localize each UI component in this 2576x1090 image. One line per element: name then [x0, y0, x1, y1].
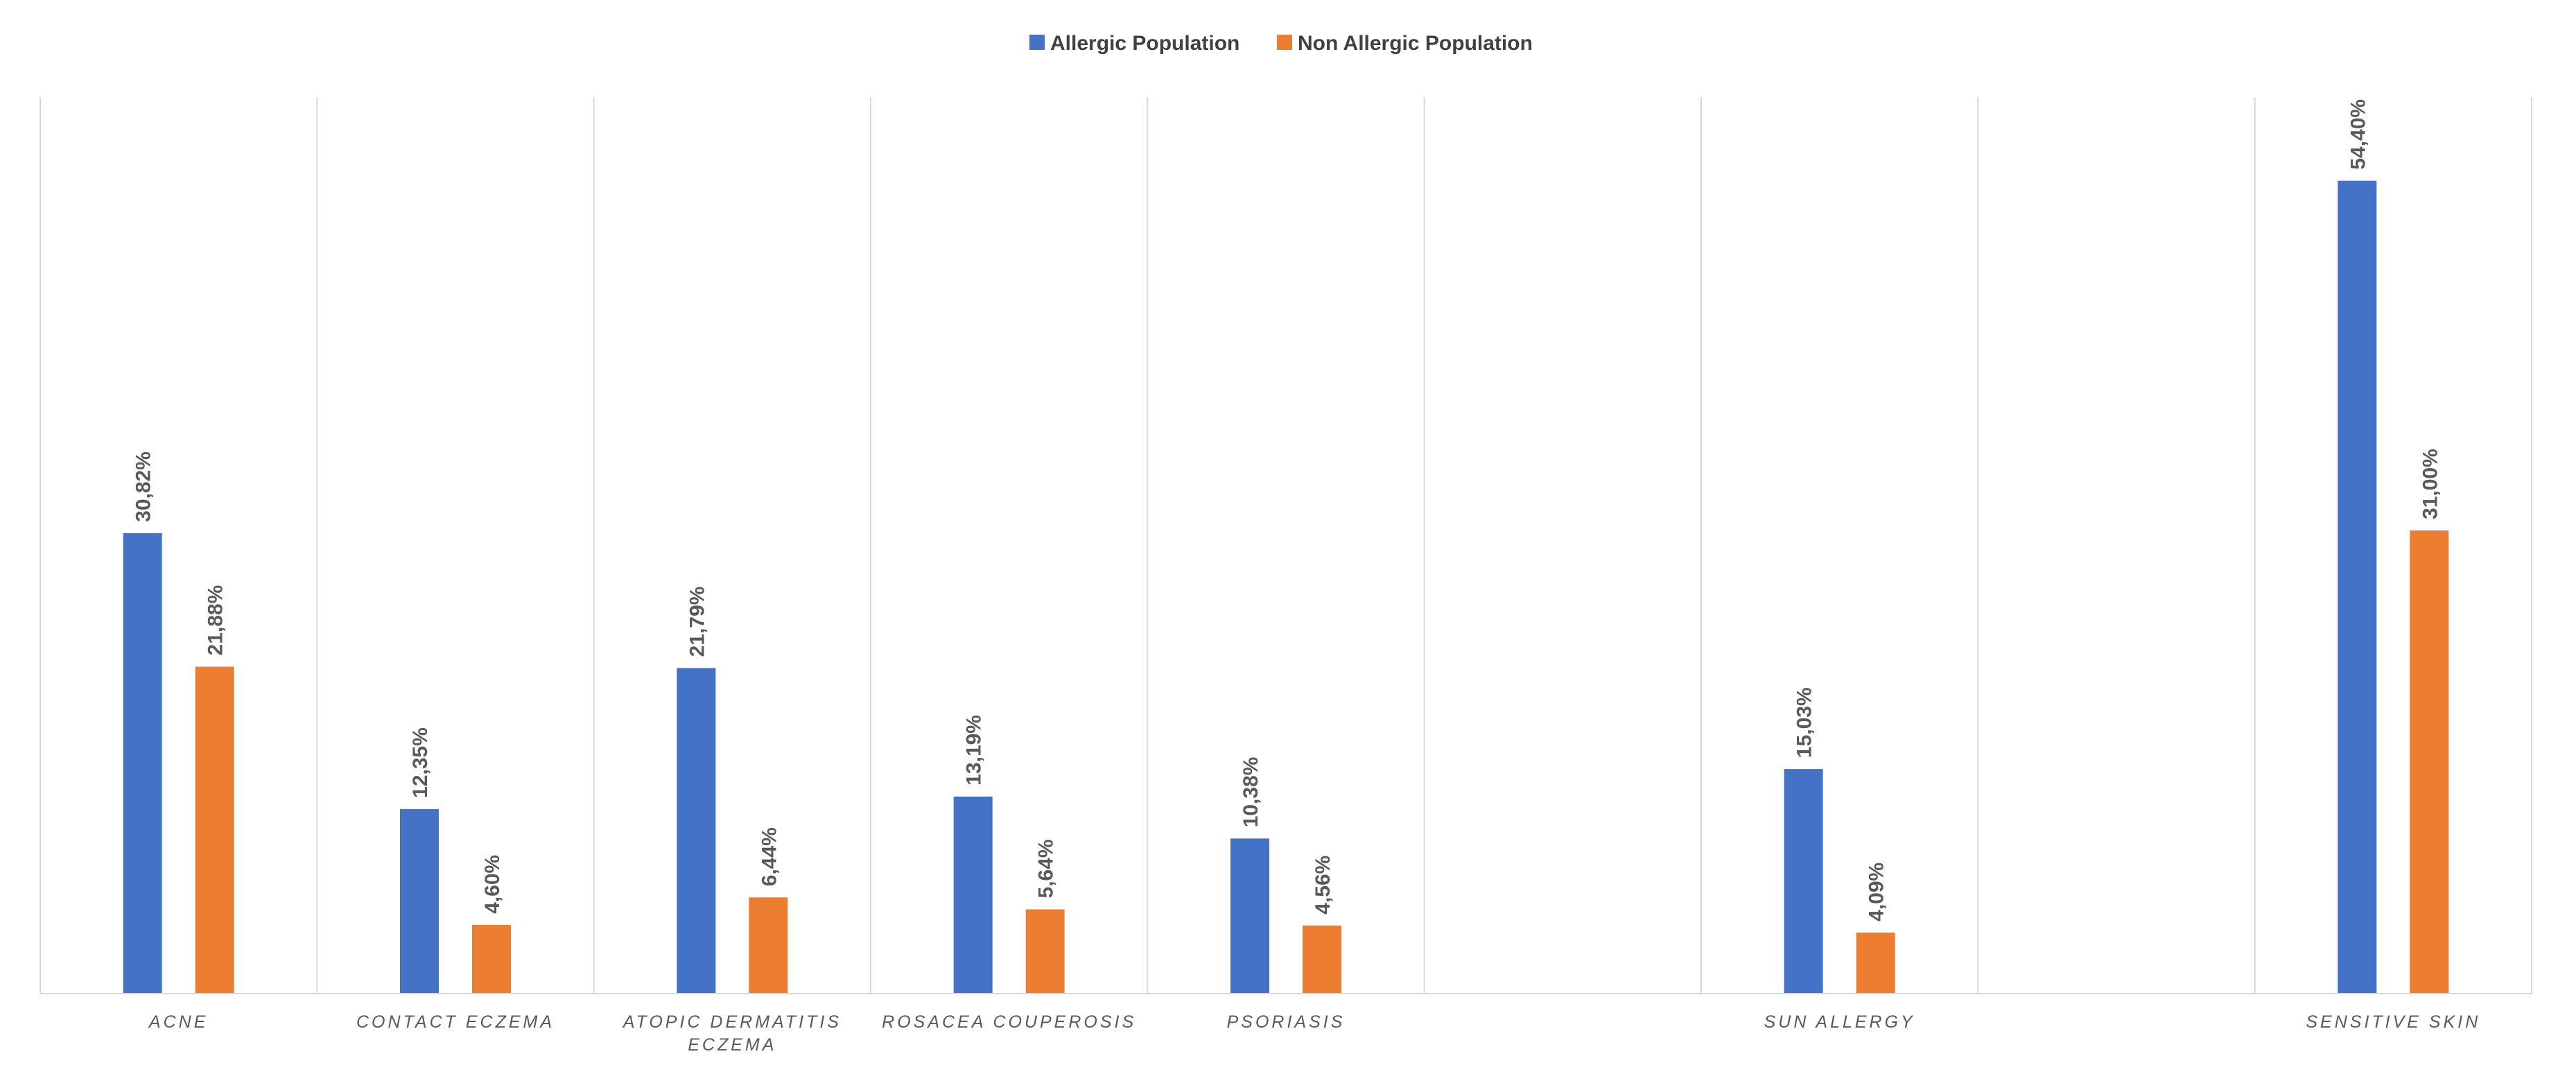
data-label: 5,64%	[1035, 839, 1058, 898]
chart-legend: Allergic Population Non Allergic Populat…	[1029, 32, 1533, 55]
data-label: 4,56%	[1312, 856, 1334, 915]
bar-non-allergic	[472, 924, 511, 994]
bar-non-allergic	[195, 666, 234, 994]
bar-allergic	[953, 796, 993, 994]
data-label: 13,19%	[963, 715, 986, 786]
legend-label-non-allergic: Non Allergic Population	[1298, 32, 1533, 55]
bar-non-allergic	[749, 897, 788, 994]
bar-allergic	[1784, 769, 1823, 994]
bar-allergic	[677, 668, 716, 994]
data-label: 12,35%	[409, 727, 432, 798]
legend-swatch-allergic	[1029, 35, 1045, 50]
category-labels: ACNE CONTACT ECZEMA ATOPIC DERMATITIS ECZEM…	[148, 1012, 2480, 1055]
category-label: PSORIASIS	[1227, 1012, 1346, 1032]
category-label: CONTACT ECZEMA	[356, 1012, 555, 1032]
data-label: 4,60%	[481, 855, 504, 914]
bars	[123, 180, 2449, 994]
data-label: 4,09%	[1865, 863, 1888, 922]
bar-non-allergic	[1025, 909, 1065, 994]
bar-allergic	[2338, 180, 2377, 994]
bar-allergic	[123, 533, 162, 994]
category-label: ECZEMA	[688, 1035, 776, 1055]
category-label: ACNE	[148, 1012, 208, 1032]
data-label: 6,44%	[758, 827, 781, 886]
category-label: ATOPIC DERMATITIS	[622, 1012, 842, 1032]
bar-non-allergic	[1856, 932, 1895, 994]
legend-label-allergic: Allergic Population	[1050, 32, 1239, 55]
category-separators	[40, 97, 2532, 994]
bar-non-allergic	[2410, 530, 2449, 994]
data-label: 21,88%	[204, 585, 227, 656]
data-label: 30,82%	[132, 451, 155, 522]
data-label: 21,79%	[686, 587, 708, 657]
category-label: SENSITIVE SKIN	[2306, 1012, 2480, 1032]
data-label: 54,40%	[2347, 99, 2369, 170]
legend-swatch-non-allergic	[1277, 35, 1292, 50]
category-label: ROSACEA COUPEROSIS	[882, 1012, 1136, 1032]
data-labels: 30,82% 12,35% 21,79% 13,19% 10,38% 15,03% 54,4…	[132, 99, 2442, 922]
data-label: 15,03%	[1793, 687, 1816, 758]
data-label: 10,38%	[1239, 757, 1262, 828]
bar-non-allergic	[1303, 925, 1341, 994]
bar-allergic	[400, 808, 439, 994]
data-label: 31,00%	[2419, 449, 2442, 519]
bar-allergic	[1230, 838, 1269, 994]
category-label: SUN ALLERGY	[1764, 1012, 1915, 1032]
